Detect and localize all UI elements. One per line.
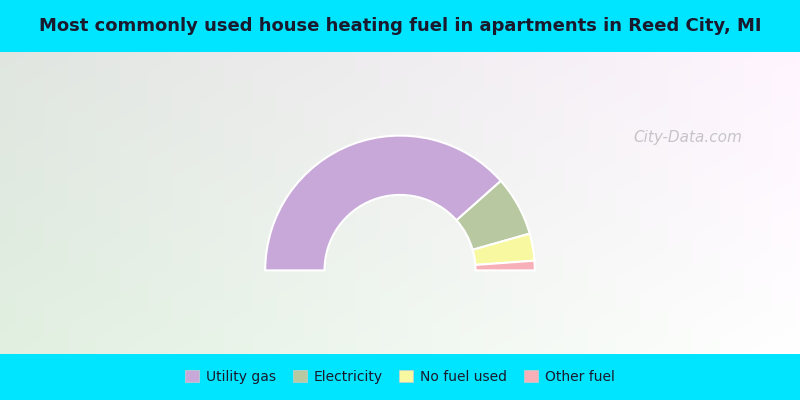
Wedge shape [265,136,501,270]
Wedge shape [475,261,535,270]
Text: City-Data.com: City-Data.com [634,130,742,145]
Wedge shape [473,234,534,265]
Text: Most commonly used house heating fuel in apartments in Reed City, MI: Most commonly used house heating fuel in… [38,17,762,35]
Legend: Utility gas, Electricity, No fuel used, Other fuel: Utility gas, Electricity, No fuel used, … [180,364,620,390]
Wedge shape [457,181,530,250]
